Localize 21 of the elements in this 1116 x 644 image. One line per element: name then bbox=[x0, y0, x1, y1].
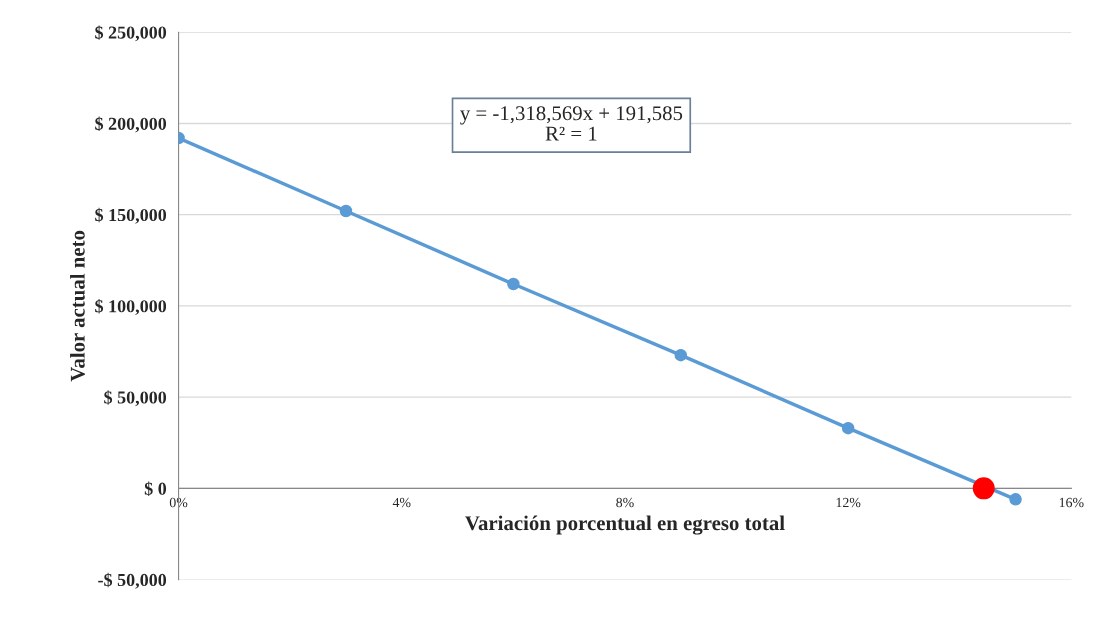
y-tick-label: $ 150,000 bbox=[95, 207, 167, 224]
point bbox=[1009, 493, 1022, 506]
y-tick-label: $ 50,000 bbox=[104, 390, 167, 407]
point bbox=[339, 204, 353, 218]
point bbox=[841, 421, 855, 435]
x-tick-label: 0% bbox=[169, 497, 188, 508]
y-tick-label: -$ 50,000 bbox=[98, 572, 167, 589]
point bbox=[507, 277, 520, 291]
x-axis-title: Variación porcentual en egreso total bbox=[465, 515, 785, 535]
x-tick-label: 8% bbox=[616, 497, 634, 508]
annotation: y = -1,318,569x + 191,585 R² = 1 bbox=[460, 106, 683, 141]
y-tick-label: $ 200,000 bbox=[95, 116, 167, 133]
x-tick-label: 12% bbox=[836, 497, 861, 508]
point bbox=[674, 348, 688, 362]
y-tick-label: $ 250,000 bbox=[95, 25, 167, 42]
x-tick-label: 16% bbox=[1059, 497, 1084, 508]
y-tick-label: $ 0 bbox=[144, 481, 167, 497]
y-axis-title: Valor actual neto bbox=[70, 230, 85, 382]
point bbox=[972, 477, 995, 500]
x-tick-label: 4% bbox=[392, 497, 411, 508]
y-tick-label: $ 100,000 bbox=[95, 299, 167, 315]
